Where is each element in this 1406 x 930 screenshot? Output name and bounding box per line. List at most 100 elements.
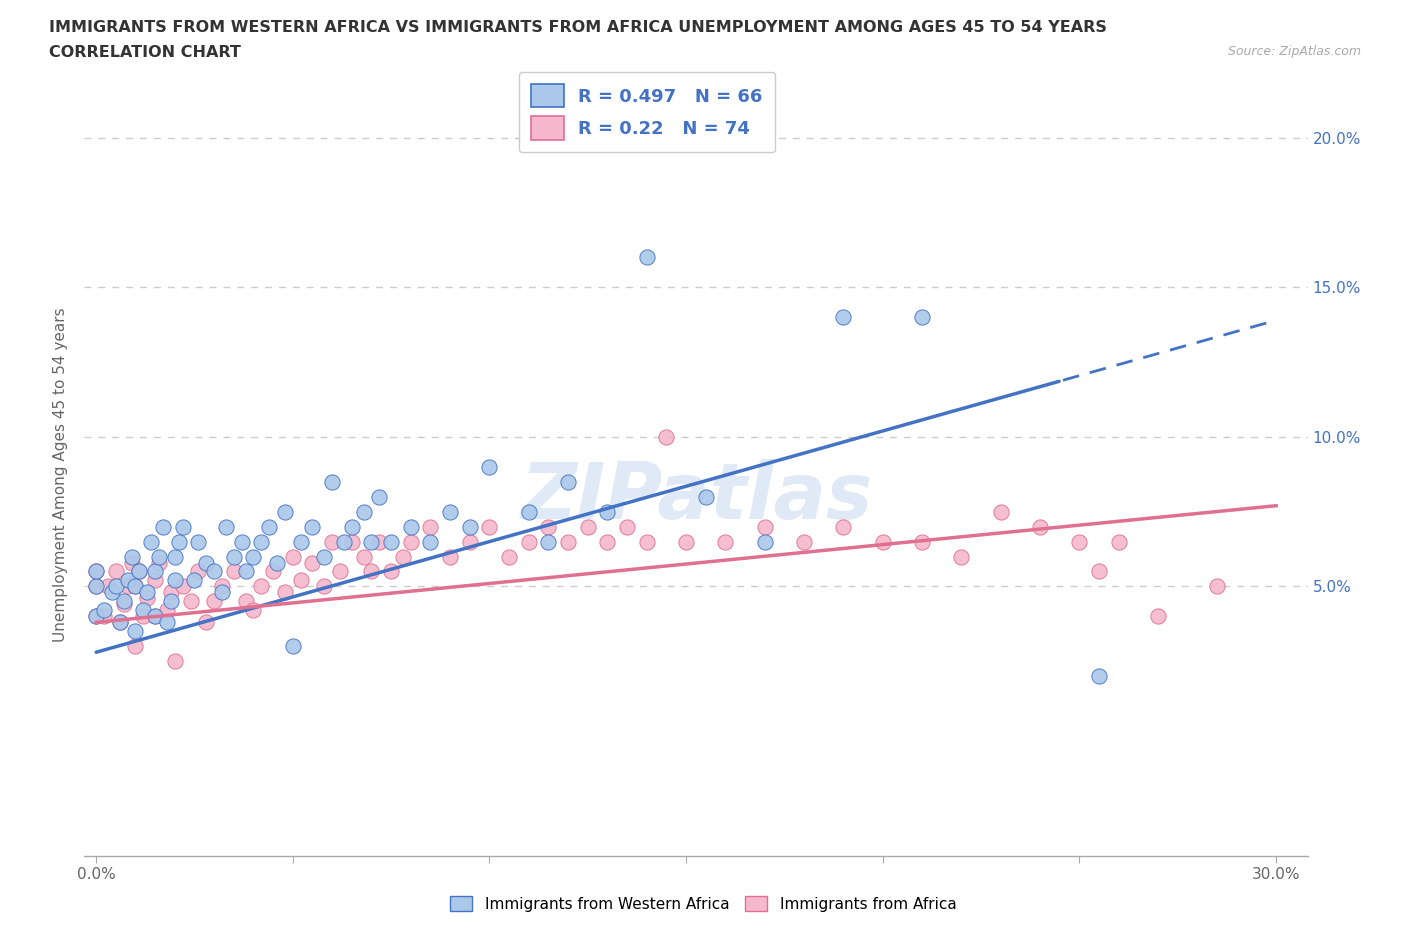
Legend: R = 0.497   N = 66, R = 0.22   N = 74: R = 0.497 N = 66, R = 0.22 N = 74 [519, 72, 775, 153]
Point [117, 573, 139, 588]
Point [148, 549, 170, 564]
Point [329, 565, 352, 579]
Point [911, 310, 934, 325]
Point [290, 534, 312, 549]
Point [222, 565, 245, 579]
Point [439, 549, 461, 564]
Point [478, 459, 501, 474]
Point [242, 549, 264, 564]
Point [163, 549, 186, 564]
Point [108, 615, 131, 630]
Point [124, 639, 146, 654]
Point [121, 549, 143, 564]
Point [143, 609, 166, 624]
Point [333, 534, 356, 549]
Point [636, 534, 658, 549]
Point [695, 489, 717, 504]
Point [990, 504, 1012, 519]
Point [235, 594, 257, 609]
Point [596, 504, 619, 519]
Point [314, 579, 336, 594]
Point [112, 594, 135, 609]
Point [636, 250, 658, 265]
Point [498, 549, 520, 564]
Point [301, 519, 323, 534]
Point [117, 579, 139, 594]
Point [1069, 534, 1091, 549]
Point [231, 534, 253, 549]
Point [202, 565, 225, 579]
Point [93, 603, 115, 618]
Point [160, 585, 183, 600]
Point [235, 565, 257, 579]
Point [183, 573, 205, 588]
Text: CORRELATION CHART: CORRELATION CHART [49, 45, 240, 60]
Point [124, 579, 146, 594]
Point [1206, 579, 1229, 594]
Point [314, 549, 336, 564]
Point [195, 615, 218, 630]
Point [84, 579, 107, 594]
Point [211, 579, 233, 594]
Point [368, 489, 391, 504]
Point [266, 555, 288, 570]
Point [353, 549, 375, 564]
Point [250, 579, 273, 594]
Point [108, 615, 131, 630]
Point [187, 534, 209, 549]
Point [793, 534, 815, 549]
Text: Source: ZipAtlas.com: Source: ZipAtlas.com [1227, 45, 1361, 58]
Point [439, 504, 461, 519]
Y-axis label: Unemployment Among Ages 45 to 54 years: Unemployment Among Ages 45 to 54 years [53, 307, 69, 642]
Point [340, 519, 363, 534]
Point [596, 534, 619, 549]
Point [104, 565, 127, 579]
Point [478, 519, 501, 534]
Point [128, 565, 150, 579]
Point [143, 573, 166, 588]
Point [156, 615, 179, 630]
Point [353, 504, 375, 519]
Point [112, 597, 135, 612]
Point [143, 565, 166, 579]
Point [202, 594, 225, 609]
Point [274, 585, 297, 600]
Point [950, 549, 973, 564]
Point [458, 534, 481, 549]
Point [301, 555, 323, 570]
Point [557, 534, 579, 549]
Point [242, 603, 264, 618]
Point [832, 310, 855, 325]
Point [104, 579, 127, 594]
Point [163, 654, 186, 669]
Point [281, 639, 304, 654]
Point [1088, 669, 1111, 684]
Point [148, 555, 170, 570]
Point [340, 534, 363, 549]
Point [180, 594, 202, 609]
Point [187, 565, 209, 579]
Point [124, 579, 146, 594]
Point [141, 534, 163, 549]
Point [380, 565, 402, 579]
Point [754, 519, 776, 534]
Point [128, 565, 150, 579]
Point [274, 504, 297, 519]
Point [172, 579, 194, 594]
Point [222, 549, 245, 564]
Point [754, 534, 776, 549]
Point [872, 534, 894, 549]
Point [172, 519, 194, 534]
Point [360, 534, 382, 549]
Point [517, 534, 540, 549]
Point [136, 591, 159, 605]
Text: IMMIGRANTS FROM WESTERN AFRICA VS IMMIGRANTS FROM AFRICA UNEMPLOYMENT AMONG AGES: IMMIGRANTS FROM WESTERN AFRICA VS IMMIGR… [49, 20, 1107, 35]
Point [832, 519, 855, 534]
Point [156, 603, 179, 618]
Point [132, 609, 155, 624]
Point [195, 555, 218, 570]
Legend: Immigrants from Western Africa, Immigrants from Africa: Immigrants from Western Africa, Immigran… [443, 889, 963, 918]
Point [163, 573, 186, 588]
Point [84, 565, 107, 579]
Point [576, 519, 599, 534]
